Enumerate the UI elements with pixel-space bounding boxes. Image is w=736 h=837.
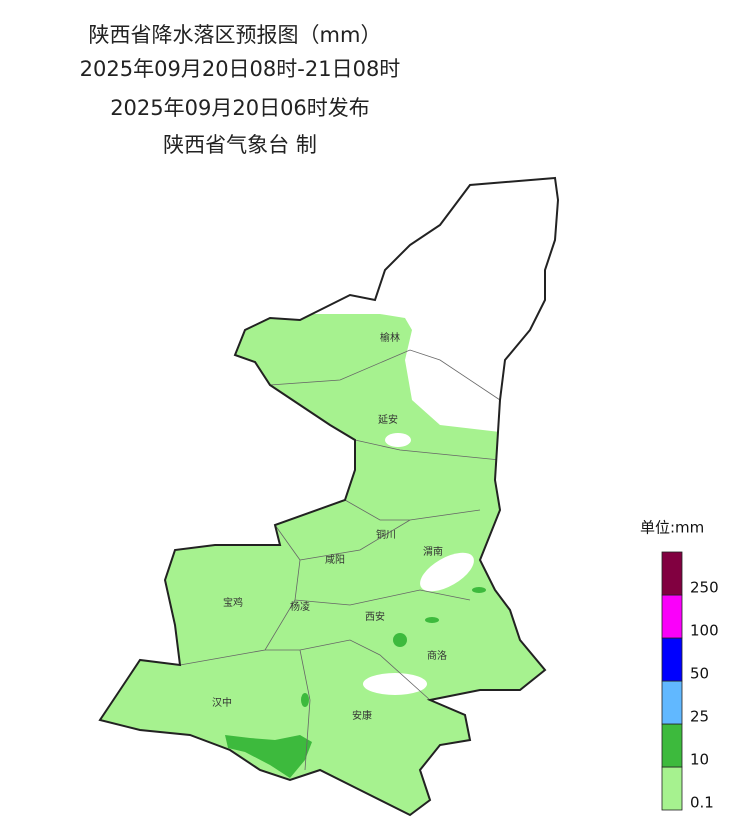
legend-swatch	[661, 551, 683, 596]
city-label: 安康	[352, 709, 372, 722]
legend-label: 100	[690, 622, 719, 640]
legend-title: 单位:mm	[640, 519, 704, 537]
moderate-rain	[225, 735, 312, 778]
legend-label: 25	[690, 708, 709, 726]
legend-label: 10	[690, 751, 709, 769]
city-label: 铜川	[376, 529, 396, 541]
moderate-rain	[393, 633, 407, 647]
legend-swatch	[661, 766, 683, 811]
period: 2025年09月20日08时-21日08时	[80, 57, 401, 81]
producer: 陕西省气象台 制	[163, 133, 317, 157]
legend-label: 50	[690, 665, 709, 683]
moderate-rain	[472, 587, 486, 593]
moderate-rain	[301, 693, 309, 707]
no-rain	[363, 673, 427, 695]
issued: 2025年09月20日06时发布	[110, 96, 370, 120]
legend-swatch	[661, 637, 683, 682]
no-rain	[385, 433, 411, 447]
city-label: 商洛	[427, 649, 447, 662]
title: 陕西省降水落区预报图（mm）	[89, 23, 382, 47]
no-rain	[420, 552, 474, 592]
city-label: 西安	[365, 610, 385, 623]
legend-label: 250	[690, 579, 719, 597]
legend-swatch	[661, 594, 683, 639]
city-label: 咸阳	[325, 554, 345, 566]
legend-swatch	[661, 680, 683, 725]
city-label: 杨凌	[290, 600, 310, 613]
province-border	[98, 176, 560, 817]
city-label: 榆林	[380, 331, 400, 344]
city-label: 宝鸡	[223, 596, 243, 609]
district-border	[179, 349, 501, 771]
city-label: 汉中	[212, 696, 232, 709]
city-label: 延安	[378, 413, 398, 426]
moderate-rain	[425, 617, 439, 623]
legend: 单位:mm 0.1 10 25 50 100 250	[640, 519, 719, 812]
city-label: 渭南	[423, 545, 443, 558]
legend-label: 0.1	[690, 794, 714, 812]
legend-swatch	[661, 723, 683, 768]
